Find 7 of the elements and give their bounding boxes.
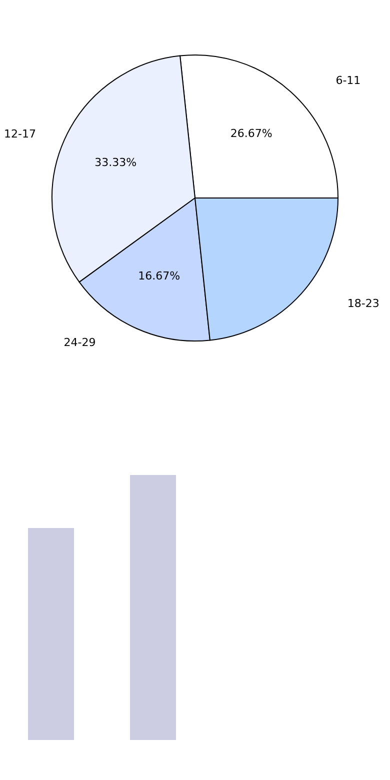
slice-label: 18-23 bbox=[347, 297, 380, 310]
data-label: 33.33% bbox=[94, 156, 137, 170]
slice-label: 6-11 bbox=[336, 74, 361, 88]
data-label: 16.67% bbox=[138, 269, 180, 282]
slice-label: 12-17 bbox=[4, 127, 36, 140]
data-label: 26.67% bbox=[230, 127, 272, 140]
slice-label: 24-29 bbox=[64, 336, 96, 349]
